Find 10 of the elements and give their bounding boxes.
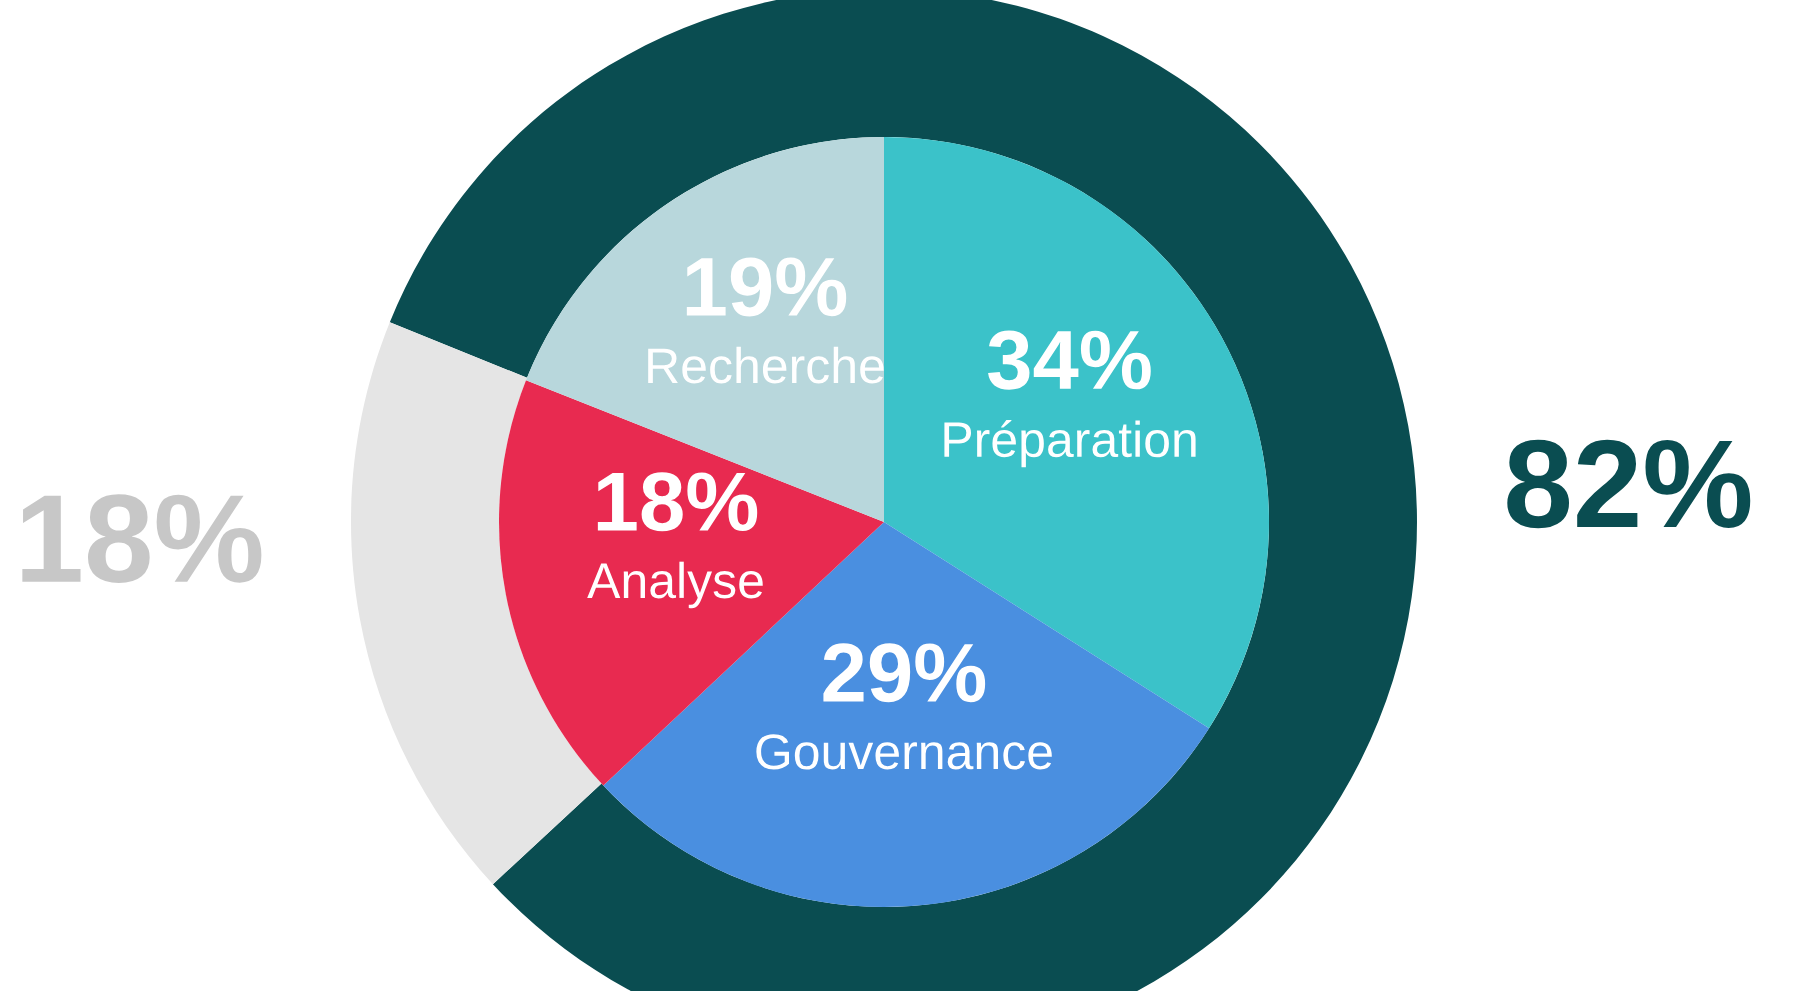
data-label: 18%: [597, 472, 758, 532]
data-label: 29%: [823, 643, 986, 703]
data-label: 19%: [686, 257, 847, 317]
data-label: 82%: [1507, 439, 1751, 529]
slice-label: Analyse: [587, 561, 763, 609]
slice-label: Préparation: [944, 419, 1196, 468]
slice-label: Recherche: [648, 346, 884, 384]
slice-label: Gouvernance: [756, 734, 1052, 770]
data-label: 18%: [22, 494, 262, 583]
data-label: 34%: [988, 330, 1151, 390]
